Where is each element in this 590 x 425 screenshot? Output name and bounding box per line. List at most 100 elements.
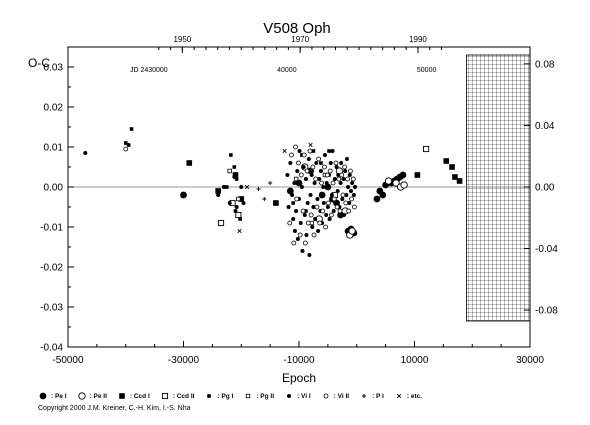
point-vi-ii [327,168,333,174]
point-vi-ii [308,212,314,218]
point-pg-i [229,153,233,157]
point-vi-ii [304,168,310,174]
point-pg-i [225,185,229,189]
point-vi-ii [297,232,303,238]
point-vi-i [216,193,221,197]
point-vi-i [329,193,334,197]
legend-item: : etc. [394,391,422,401]
point-vi-i [333,201,338,205]
point-vi-ii [346,208,352,214]
point-vi-ii [326,200,331,206]
point-pg-i [238,217,242,221]
point-vi-i [344,193,349,197]
point-vi-ii [337,208,343,214]
point-vi-i [285,173,290,177]
point-ccd-i [186,160,193,166]
point-vi-i [330,149,335,153]
point-vi-ii [345,176,350,182]
point-vi-i [292,181,297,185]
point-vi-i [314,161,319,165]
point-vi-ii [298,172,304,178]
legend-symbol [362,394,367,398]
legend-item: : Pe I [38,391,67,401]
point-vi-i [344,157,349,161]
point-vi-i [304,233,309,237]
point-vi-i [313,217,318,221]
point-vi-i [347,201,352,205]
point-vi-i [291,217,296,221]
point-vi-i [83,151,88,155]
point-pg-i [129,127,134,131]
legend-label: : Ccd I [129,392,150,400]
point-ccd-i [449,164,455,170]
point-pe-ii [384,177,393,185]
point-pe-i [379,191,387,199]
point-vi-i [306,157,311,161]
x-tick-label: -30000 [168,355,200,366]
legend-symbol [396,393,401,399]
point-vi-i [312,181,317,185]
x-tick-label: -10000 [283,355,315,366]
legend-marker [39,392,47,400]
point-pe-ii [400,181,408,189]
point-vi-ii [123,146,129,152]
point-pe-i [286,187,294,195]
point-vi-i [350,181,355,185]
legend-item: : Pg I [204,391,233,401]
point-vi-ii [310,164,316,170]
point-vi-i [335,189,340,193]
point-vi-i [241,201,246,205]
point-vi-i [227,201,232,205]
point-vi-ii [320,208,326,214]
legend-label: : Pg I [217,392,234,400]
point-pe-i [295,179,303,187]
legend-marker [362,394,367,398]
point-vi-ii [350,176,356,182]
point-vi-i [353,185,358,189]
right-y-tick-label: -0.04 [535,244,558,255]
point-vi-i [318,169,323,173]
point-vi-i [315,197,320,201]
point-vi-i [346,185,351,189]
legend-symbol [207,394,212,398]
point-vi-i [321,201,326,205]
point-pe-ii [348,227,356,235]
legend-marker [207,394,212,398]
point-vi-i [324,213,329,217]
y-tick-label: 0.03 [44,63,64,74]
point-vi-i [290,193,295,197]
legend-item: : Ccd I [117,391,150,401]
point-vi-i [292,229,297,233]
point-pg-i [304,209,308,213]
point-vi-ii [336,176,342,182]
legend-marker [77,392,86,400]
y-axis-label: O-C [28,56,50,70]
point-vi-i [234,205,239,209]
data-points [83,127,463,257]
y-tick-label: -0.02 [40,263,63,274]
jd-tick-label: JD 2430000 [130,67,168,74]
point-pg-ii [227,168,232,174]
point-vi-i [322,153,327,157]
y-tick-label: -0.03 [40,303,63,314]
point-ccd-ii [217,219,225,227]
point-pg-i [327,149,331,153]
x-tick-label: 30000 [516,355,544,366]
legend-symbol [323,393,329,399]
legend-marker [161,392,168,400]
point-vi-ii [289,152,294,158]
legend-item: : Ccd II [160,391,195,401]
point-ccd-i [414,172,421,178]
point-pg-i [311,149,316,153]
point-vi-ii [333,160,339,166]
point-vi-ii [330,180,336,186]
legend-label: : Ccd II [172,392,195,400]
point-vi-ii [311,232,317,238]
legend-symbol [39,392,47,400]
right-y-tick-label: 0.08 [535,59,555,70]
point-vi-i [334,165,339,169]
point-vi-i [343,169,348,173]
y-tick-label: 0.00 [44,183,64,194]
legend-label: : Vi II [333,392,350,400]
point-vi-i [286,205,291,209]
